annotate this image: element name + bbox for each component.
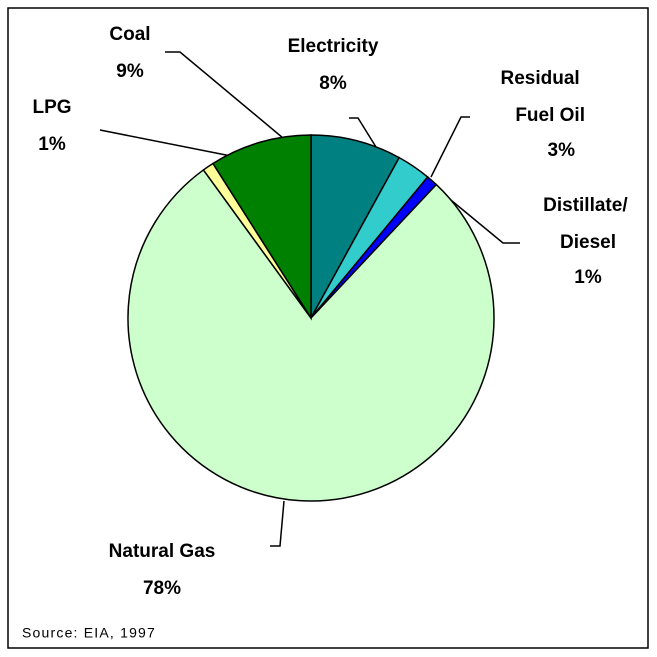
leader-line: [270, 500, 285, 547]
value-label: 8%: [319, 73, 347, 94]
leader-lines: [99, 51, 520, 547]
leader-line: [165, 51, 284, 139]
pie: [127, 134, 495, 502]
pie-slice: [127, 168, 495, 502]
source-note: Source: EIA, 1997: [22, 625, 156, 641]
leader-line: [349, 117, 377, 148]
value-label: 9%: [116, 61, 144, 82]
value-label: 3%: [548, 140, 576, 161]
slice-label: Residual Fuel Oil: [501, 68, 585, 126]
value-label: 78%: [143, 578, 181, 599]
value-label: 1%: [38, 134, 66, 155]
pie-slice: [211, 134, 312, 321]
leader-line: [430, 116, 470, 178]
leader-line: [445, 195, 520, 244]
slice-label: Natural Gas: [109, 541, 216, 562]
pie-slice: [310, 134, 401, 319]
slice-label: LPG: [32, 97, 71, 118]
value-label: 1%: [574, 267, 602, 288]
leader-line: [99, 129, 232, 157]
slice-label: Electricity: [288, 36, 379, 57]
slice-label: Coal: [109, 24, 150, 45]
slice-label: Distillate/ Diesel: [543, 195, 633, 253]
